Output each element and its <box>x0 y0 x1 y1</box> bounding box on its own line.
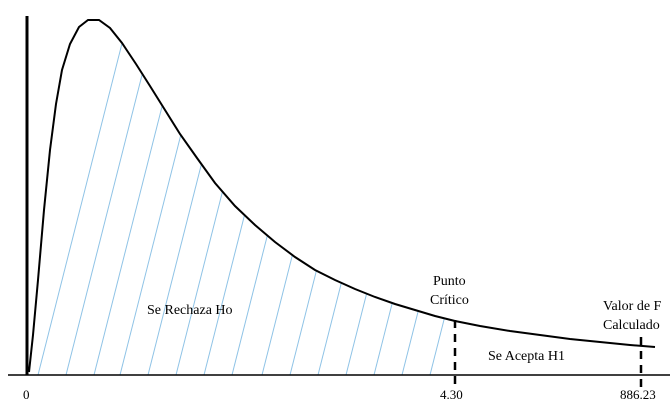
hatch-line <box>175 20 272 375</box>
critical-tick-label: 4.30 <box>440 387 463 402</box>
hatch-line <box>119 20 216 375</box>
reject-region-hatching <box>37 20 455 375</box>
hatch-line <box>93 20 190 375</box>
computed-f-label-line2: Calculado <box>603 318 660 333</box>
hatch-line <box>147 20 244 375</box>
hatch-line <box>373 20 455 375</box>
accept-region-label: Se Acepta H1 <box>488 349 565 364</box>
hatch-line <box>317 20 414 375</box>
hatch-line <box>261 20 358 375</box>
critical-point-label-line1: Punto <box>433 274 466 289</box>
critical-point-label-line2: Crítico <box>430 293 469 308</box>
computed-f-label-line1: Valor de F <box>603 299 662 314</box>
hatch-line <box>65 20 162 375</box>
computed-tick-label: 886.23 <box>620 387 656 402</box>
hatch-line <box>345 20 442 375</box>
origin-tick-label: 0 <box>23 387 30 402</box>
hatch-line <box>289 20 386 375</box>
hatch-line <box>37 20 134 375</box>
density-curve <box>28 19 656 373</box>
hatch-line <box>231 20 328 375</box>
reject-region-label: Se Rechaza Ho <box>147 303 233 318</box>
